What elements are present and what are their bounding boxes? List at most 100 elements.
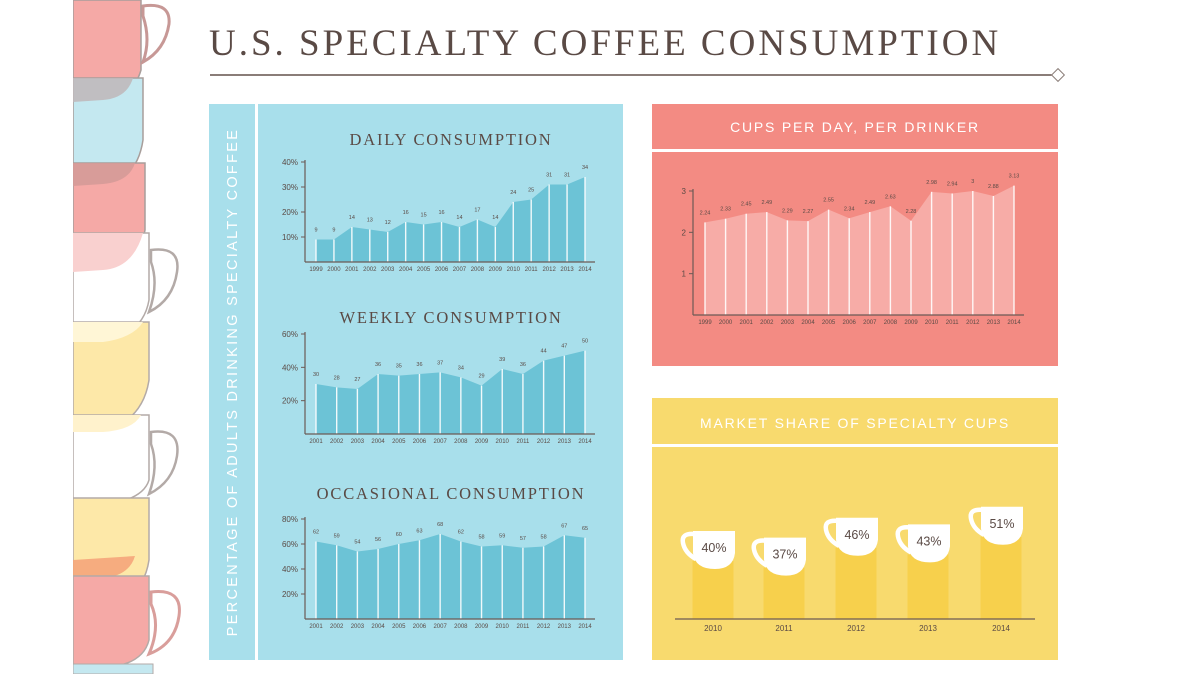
stacked-cups-illustration xyxy=(73,0,181,674)
bar xyxy=(763,567,805,619)
cup-icon xyxy=(73,232,179,341)
x-tick-label: 2001 xyxy=(345,267,359,273)
data-label: 47 xyxy=(561,344,567,350)
cups-per-day-title: CUPS PER DAY, PER DRINKER xyxy=(730,119,980,135)
data-label: 3 xyxy=(971,179,974,185)
x-tick-label: 2009 xyxy=(475,624,489,630)
data-label: 2.24 xyxy=(700,210,711,216)
x-tick-label: 2006 xyxy=(413,624,427,630)
x-tick-label: 2002 xyxy=(330,439,344,445)
x-tick-label: 2006 xyxy=(435,267,449,273)
data-label: 37% xyxy=(772,548,797,562)
market-share-title: MARKET SHARE OF SPECIALTY CUPS xyxy=(700,415,1010,431)
x-tick-label: 2003 xyxy=(351,624,365,630)
daily-chart-title: DAILY CONSUMPTION xyxy=(349,130,553,149)
area-series xyxy=(316,350,585,434)
data-label: 3.13 xyxy=(1009,174,1020,180)
data-label: 28 xyxy=(334,375,340,381)
data-label: 14 xyxy=(349,215,355,221)
panel-header-divider xyxy=(652,444,1058,447)
x-tick-label: 2000 xyxy=(719,320,733,326)
data-label: 59 xyxy=(334,533,340,539)
data-label: 2.55 xyxy=(823,198,834,204)
data-label: 46% xyxy=(844,528,869,542)
area-series xyxy=(316,534,585,619)
data-label: 9 xyxy=(332,228,335,234)
title-divider xyxy=(210,74,1060,76)
x-tick-label: 2006 xyxy=(413,439,427,445)
x-tick-label: 2008 xyxy=(884,320,898,326)
coffee-cup-icon xyxy=(751,537,806,576)
data-label: 68 xyxy=(437,522,443,528)
data-label: 9 xyxy=(314,228,317,234)
data-label: 59 xyxy=(499,533,505,539)
data-label: 2.94 xyxy=(947,181,958,187)
cup-icon xyxy=(73,321,150,433)
y-tick-label: 60% xyxy=(282,330,298,339)
weekly-consumption-chart: 30 2001 28 2002 27 2003 36 2004 35 2005 36 2006 37 20… xyxy=(282,330,595,445)
cups-per-day-chart: 2.24 1999 2.33 2000 2.45 2001 2.49 2002 2.29 2003… xyxy=(682,174,1024,326)
y-tick-label: 60% xyxy=(282,540,298,549)
x-tick-label: 2004 xyxy=(371,624,385,630)
x-tick-label: 2012 xyxy=(542,267,556,273)
x-tick-label: 2005 xyxy=(392,439,406,445)
x-tick-label: 2005 xyxy=(417,267,431,273)
coffee-cup-icon xyxy=(968,506,1023,545)
y-tick-label: 30% xyxy=(282,183,298,192)
data-label: 62 xyxy=(458,530,464,536)
x-tick-label: 2007 xyxy=(433,624,447,630)
daily-consumption-chart: 9 1999 9 2000 14 2001 13 2002 12 2003 16 2004 15 2005… xyxy=(282,158,595,273)
x-tick-label: 2005 xyxy=(392,624,406,630)
y-tick-label: 2 xyxy=(682,228,687,237)
y-tick-label: 40% xyxy=(282,565,298,574)
y-tick-label: 80% xyxy=(282,515,298,524)
data-label: 16 xyxy=(438,210,444,216)
data-label: 17 xyxy=(474,208,480,214)
data-label: 2.29 xyxy=(782,208,793,214)
x-tick-label: 2001 xyxy=(309,439,323,445)
area-series xyxy=(705,185,1014,315)
data-label: 58 xyxy=(541,535,547,541)
x-tick-label: 2002 xyxy=(363,267,377,273)
data-label: 36 xyxy=(416,362,422,368)
y-tick-label: 3 xyxy=(682,187,687,196)
x-tick-label: 2010 xyxy=(507,267,521,273)
data-label: 27 xyxy=(354,377,360,383)
x-tick-label: 2013 xyxy=(558,624,572,630)
y-tick-label: 1 xyxy=(682,270,687,279)
x-tick-label: 1999 xyxy=(698,320,712,326)
x-tick-label: 2013 xyxy=(560,267,574,273)
weekly-chart-title: WEEKLY CONSUMPTION xyxy=(339,308,563,327)
y-tick-label: 20% xyxy=(282,590,298,599)
x-tick-label: 2010 xyxy=(925,320,939,326)
cup-icon xyxy=(73,575,181,674)
x-tick-label: 2011 xyxy=(525,267,539,273)
x-tick-label: 2014 xyxy=(578,267,592,273)
data-label: 37 xyxy=(437,360,443,366)
x-tick-label: 2002 xyxy=(760,320,774,326)
x-tick-label: 2009 xyxy=(475,439,489,445)
bar xyxy=(907,554,949,619)
data-label: 14 xyxy=(492,215,498,221)
x-tick-label: 2013 xyxy=(919,624,937,633)
occasional-chart-title: OCCASIONAL CONSUMPTION xyxy=(316,484,586,503)
bar xyxy=(835,547,877,619)
x-tick-label: 2010 xyxy=(496,624,510,630)
data-label: 16 xyxy=(403,210,409,216)
data-label: 2.33 xyxy=(720,207,731,213)
y-tick-label: 40% xyxy=(282,363,298,372)
x-tick-label: 2011 xyxy=(516,624,530,630)
data-label: 62 xyxy=(313,530,319,536)
x-tick-label: 2007 xyxy=(863,320,877,326)
data-label: 63 xyxy=(416,528,422,534)
x-tick-label: 2004 xyxy=(801,320,815,326)
data-label: 2.27 xyxy=(803,209,814,215)
data-label: 2.45 xyxy=(741,202,752,208)
x-tick-label: 2012 xyxy=(966,320,980,326)
data-label: 60 xyxy=(396,532,402,538)
x-tick-label: 2008 xyxy=(454,624,468,630)
data-label: 2.98 xyxy=(926,180,937,186)
x-tick-label: 2007 xyxy=(453,267,467,273)
data-label: 2.49 xyxy=(864,200,875,206)
